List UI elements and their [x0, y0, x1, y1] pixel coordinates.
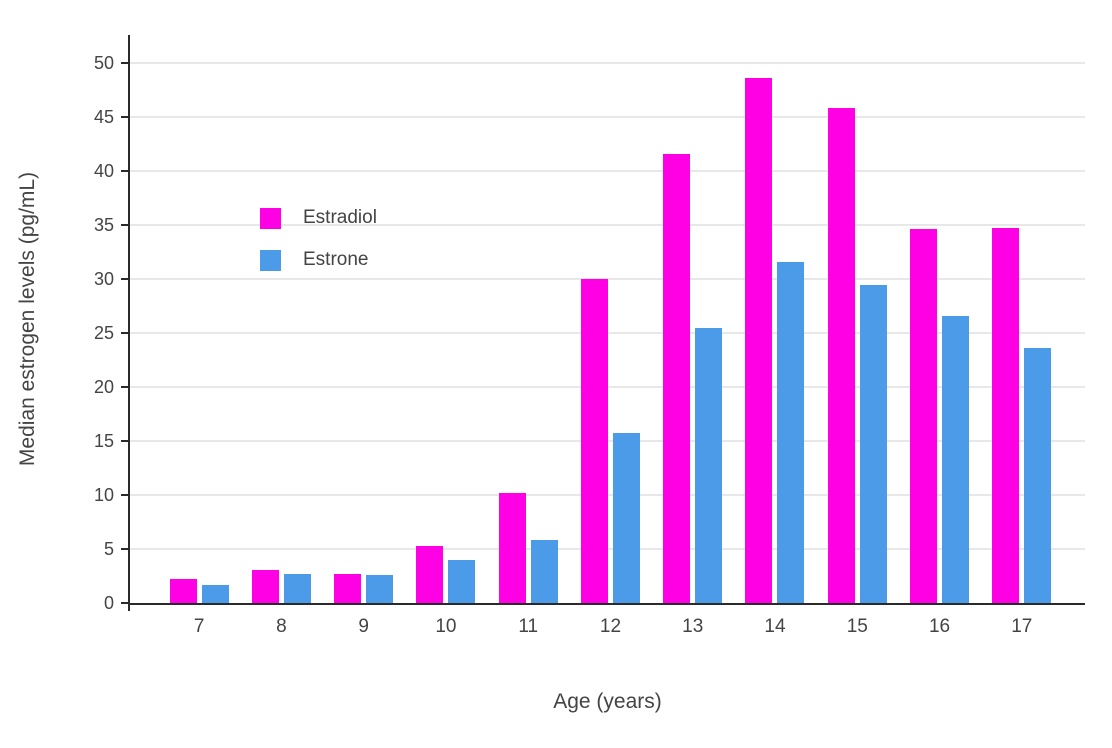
x-tick-label-17: 17 — [1011, 616, 1033, 637]
x-tick-label-11: 11 — [518, 616, 539, 637]
y-tick-mark-10 — [121, 494, 128, 496]
bar-group-17 — [981, 35, 1063, 603]
x-tick-label-12: 12 — [599, 616, 622, 637]
bar-group-11 — [487, 35, 569, 603]
bar-estrone-14 — [777, 261, 805, 603]
bar-group-8 — [240, 35, 322, 603]
legend-label-estradiol: Estradiol — [303, 207, 377, 228]
x-axis-title: Age (years) — [553, 690, 662, 713]
y-tick-label-0: 0 — [103, 593, 114, 613]
x-tick-label-15: 15 — [846, 616, 868, 637]
y-tick-label-15: 15 — [93, 431, 114, 451]
bar-estradiol-16 — [910, 229, 938, 603]
y-tick-mark-50 — [121, 62, 128, 64]
y-tick-label-5: 5 — [103, 539, 114, 559]
bar-estrone-10 — [448, 559, 476, 603]
bar-group-12 — [569, 35, 651, 603]
y-tick-mark-25 — [121, 332, 128, 334]
bar-group-13 — [652, 35, 734, 603]
bar-groups — [130, 35, 1085, 603]
bar-estradiol-12 — [580, 279, 608, 603]
legend: Estradiol Estrone — [260, 207, 377, 271]
legend-label-estrone: Estrone — [303, 249, 369, 270]
y-tick-mark-45 — [121, 116, 128, 118]
bar-group-14 — [734, 35, 816, 603]
bar-estrone-17 — [1024, 348, 1052, 603]
y-tick-mark-15 — [121, 440, 128, 442]
y-tick-mark-20 — [121, 386, 128, 388]
y-tick-mark-35 — [121, 224, 128, 226]
bar-estradiol-10 — [416, 545, 444, 603]
bar-estradiol-17 — [992, 228, 1020, 603]
bar-estrone-8 — [283, 573, 311, 603]
x-tick-label-13: 13 — [682, 616, 704, 637]
bar-estradiol-8 — [251, 569, 279, 603]
x-tick-label-16: 16 — [928, 616, 951, 637]
y-axis-title: Median estrogen levels (pg/mL) — [16, 171, 39, 467]
bar-estrone-13 — [695, 327, 723, 603]
y-tick-label-10: 10 — [93, 485, 114, 505]
bar-estrone-16 — [942, 315, 970, 603]
bar-estrone-12 — [612, 433, 640, 603]
bar-estradiol-11 — [498, 492, 526, 603]
y-tick-mark-0 — [121, 602, 128, 604]
bar-estrone-15 — [859, 285, 887, 603]
bar-group-7 — [158, 35, 240, 603]
bar-group-9 — [323, 35, 405, 603]
bar-estradiol-9 — [334, 573, 362, 603]
bar-estrone-7 — [201, 584, 229, 603]
x-tick-label-7: 7 — [193, 616, 205, 637]
x-tick-label-10: 10 — [435, 616, 457, 637]
y-axis-title-wrap: Median estrogen levels (pg/mL) — [6, 35, 50, 603]
y-tick-label-25: 25 — [93, 323, 114, 343]
bar-estradiol-14 — [745, 78, 773, 603]
bar-estradiol-15 — [827, 108, 855, 603]
x-axis-tick-labels: 7 8 9 10 11 12 13 14 15 16 17 — [130, 616, 1085, 638]
legend-swatch-estrone — [260, 249, 281, 271]
y-tick-mark-30 — [121, 278, 128, 280]
y-tick-label-50: 50 — [93, 53, 114, 73]
y-tick-label-40: 40 — [93, 161, 114, 181]
bar-group-10 — [405, 35, 487, 603]
plot-area: 0 5 10 15 20 25 30 35 40 45 50 Estradiol Estrone — [94, 35, 1085, 613]
bar-estrone-11 — [530, 540, 558, 603]
x-tick-label-14: 14 — [764, 616, 786, 637]
x-axis-line — [128, 603, 1085, 605]
y-tick-label-45: 45 — [93, 107, 114, 127]
bar-group-15 — [816, 35, 898, 603]
bar-group-16 — [898, 35, 980, 603]
gridline-35 — [130, 224, 1085, 226]
bar-estradiol-13 — [663, 153, 691, 603]
y-tick-mark-40 — [121, 170, 128, 172]
y-tick-mark-5 — [121, 548, 128, 550]
y-tick-label-30: 30 — [93, 269, 114, 289]
legend-item-estradiol[interactable]: Estradiol — [260, 207, 377, 229]
legend-item-estrone[interactable]: Estrone — [260, 249, 377, 271]
y-tick-label-35: 35 — [93, 215, 114, 235]
x-tick-label-8: 8 — [276, 616, 287, 637]
legend-swatch-estradiol — [260, 207, 281, 229]
y-tick-label-20: 20 — [93, 377, 114, 397]
gridline-50 — [130, 62, 1085, 64]
y-axis-line — [128, 35, 130, 611]
gridline-40 — [130, 170, 1085, 172]
bar-estrone-9 — [366, 574, 394, 603]
gridline-45 — [130, 116, 1085, 118]
bar-estradiol-7 — [169, 579, 197, 603]
x-tick-label-9: 9 — [358, 616, 369, 637]
